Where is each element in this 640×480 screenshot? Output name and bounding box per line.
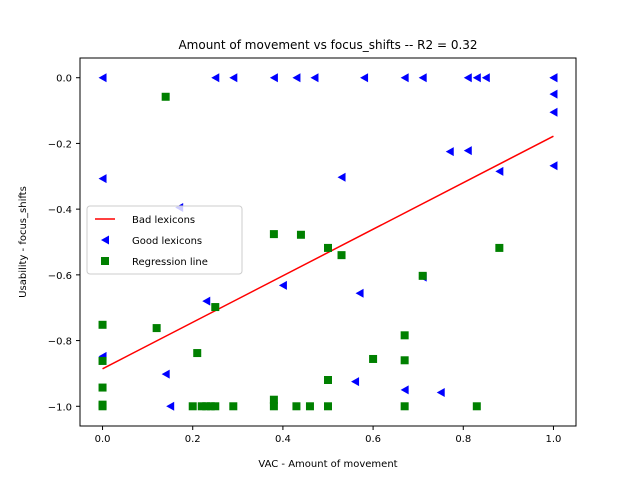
square-point — [400, 331, 409, 340]
square-point — [324, 376, 332, 384]
triangle-point — [355, 288, 364, 298]
square-point — [337, 251, 346, 260]
triangle-point — [98, 174, 107, 184]
triangle-point — [472, 73, 481, 83]
square-point — [324, 243, 332, 252]
x-axis: 0.0 0.2 0.4 0.6 0.8 1.0 — [95, 426, 562, 445]
triangle-point — [211, 73, 220, 83]
square-point — [269, 402, 278, 411]
x-axis-label: VAC - Amount of movement — [258, 459, 397, 470]
square-point — [98, 383, 107, 392]
y-tick-label: −0.2 — [48, 139, 72, 150]
triangle-point — [463, 146, 472, 156]
legend-label: Good lexicons — [132, 236, 202, 247]
square-point — [305, 402, 314, 411]
triangle-point — [98, 73, 107, 83]
y-axis: 0.0 −0.2 −0.4 −0.6 −0.8 −1.0 — [48, 74, 80, 413]
square-point — [98, 356, 107, 365]
triangle-point — [549, 73, 558, 83]
triangle-point — [278, 280, 287, 290]
legend-marker — [101, 235, 109, 245]
square-point — [292, 402, 301, 411]
x-tick-label: 0.6 — [365, 434, 381, 445]
triangle-point — [269, 73, 278, 83]
square-point — [197, 402, 206, 411]
y-tick-label: −0.8 — [48, 337, 72, 348]
square-point — [369, 354, 378, 363]
square-point — [269, 395, 278, 404]
square-point — [98, 402, 107, 411]
triangle-point — [549, 107, 558, 117]
triangle-point — [292, 73, 301, 83]
square-point — [269, 230, 278, 239]
triangle-point — [310, 73, 319, 83]
square-point — [211, 402, 220, 411]
x-tick-label: 0.2 — [185, 434, 201, 445]
square-point — [495, 243, 504, 252]
triangle-point — [549, 161, 558, 171]
regression-line — [102, 135, 554, 370]
triangle-point — [495, 166, 504, 176]
square-point — [98, 320, 107, 329]
square-point — [418, 271, 427, 280]
legend-marker — [101, 257, 109, 265]
square-point — [229, 402, 238, 411]
triangle-point — [400, 385, 409, 395]
triangle-point — [229, 73, 238, 83]
triangle-point — [436, 387, 445, 397]
y-tick-label: −0.6 — [48, 271, 72, 282]
triangle-point — [463, 73, 472, 83]
y-axis-label: Usability - focus_shifts — [18, 186, 29, 298]
chart-title: Amount of movement vs focus_shifts -- R2… — [178, 38, 477, 52]
square-point — [202, 402, 211, 411]
triangle-point — [481, 73, 490, 83]
triangle-point — [400, 73, 409, 83]
x-tick-label: 0.8 — [455, 434, 471, 445]
square-point — [152, 324, 161, 333]
legend-label: Bad lexicons — [132, 215, 195, 226]
triangle-point — [549, 89, 558, 99]
x-tick-label: 1.0 — [546, 434, 562, 445]
square-point — [324, 402, 332, 411]
x-tick-label: 0.4 — [275, 434, 291, 445]
y-tick-label: −1.0 — [48, 402, 72, 413]
square-point — [193, 349, 202, 358]
triangle-point — [202, 296, 211, 306]
triangle-point — [337, 172, 346, 182]
x-tick-label: 0.0 — [95, 434, 111, 445]
triangle-point — [161, 369, 170, 379]
legend: Bad lexicons Good lexicons Regression line — [86, 205, 243, 275]
triangle-point — [351, 377, 360, 387]
y-tick-label: −0.4 — [48, 205, 72, 216]
square-point — [400, 356, 409, 365]
plot-frame — [79, 57, 577, 427]
triangle-point — [445, 147, 454, 157]
legend-label: Regression line — [132, 257, 208, 268]
square-point — [472, 402, 481, 411]
square-point — [400, 402, 409, 411]
square-point — [211, 303, 220, 312]
y-tick-label: 0.0 — [56, 74, 72, 85]
series-line — [102, 135, 554, 370]
square-point — [296, 230, 305, 239]
triangle-point — [418, 73, 427, 83]
square-point — [188, 402, 197, 411]
series-triangle-left — [98, 73, 558, 411]
legend-box — [86, 205, 243, 275]
square-point — [161, 92, 170, 101]
square-point — [206, 402, 215, 411]
series-square — [98, 92, 504, 411]
triangle-point — [360, 73, 369, 83]
triangle-point — [166, 401, 175, 411]
